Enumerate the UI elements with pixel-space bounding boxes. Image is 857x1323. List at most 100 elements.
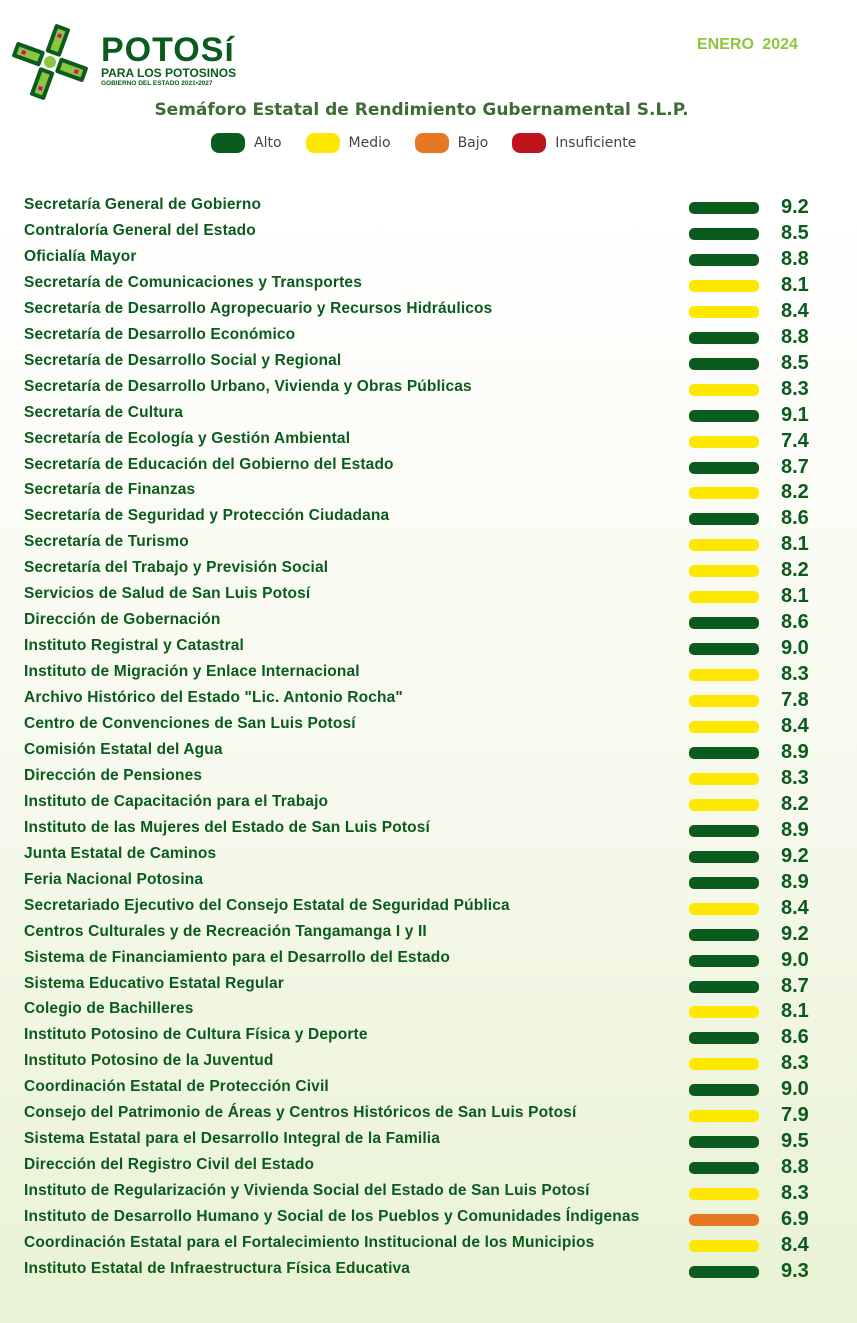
score-value: 8.3 xyxy=(781,1052,809,1075)
score-value: 8.3 xyxy=(781,766,809,789)
status-bar-alto xyxy=(689,643,759,656)
status-bar-medio xyxy=(689,591,759,604)
score-value: 8.6 xyxy=(781,611,809,634)
score-value: 8.3 xyxy=(781,663,809,686)
government-logo-emblem xyxy=(11,24,89,101)
brand-title: POTOSí xyxy=(101,31,235,69)
list-item: Instituto Potosino de Cultura Física y D… xyxy=(0,1026,857,1052)
list-item: Instituto de Migración y Enlace Internac… xyxy=(0,663,857,689)
score-value: 8.4 xyxy=(781,299,809,322)
list-item: Sistema Estatal para el Desarrollo Integ… xyxy=(0,1130,857,1156)
agency-name: Coordinación Estatal para el Fortalecimi… xyxy=(24,1234,595,1251)
status-bar-medio xyxy=(689,1188,759,1201)
list-item: Secretaría de Seguridad y Protección Ciu… xyxy=(0,507,857,533)
list-item: Dirección del Registro Civil del Estado 8… xyxy=(0,1156,857,1182)
list-item: Secretaría General de Gobierno 9.2 xyxy=(0,196,857,222)
agency-name: Instituto de Desarrollo Humano y Social … xyxy=(24,1208,640,1226)
status-bar-alto xyxy=(689,1084,759,1097)
agency-name: Dirección de Gobernación xyxy=(24,611,221,629)
agency-name: Secretaría de Finanzas xyxy=(24,481,196,499)
list-item: Junta Estatal de Caminos 9.2 xyxy=(0,845,857,871)
score-value: 8.7 xyxy=(781,455,809,478)
agency-name: Instituto de Migración y Enlace Internac… xyxy=(24,663,360,681)
status-bar-medio xyxy=(689,1058,759,1071)
status-bar-alto xyxy=(689,850,759,863)
score-value: 8.2 xyxy=(781,481,809,504)
status-bar-medio xyxy=(689,772,759,785)
agency-name: Secretaría del Trabajo y Previsión Socia… xyxy=(24,559,329,577)
score-value: 8.1 xyxy=(781,585,809,608)
score-value: 9.0 xyxy=(781,948,809,971)
score-value: 9.3 xyxy=(781,1259,809,1282)
list-item: Secretaría de Ecología y Gestión Ambient… xyxy=(0,430,857,456)
score-value: 9.0 xyxy=(781,637,809,660)
score-value: 8.8 xyxy=(781,247,809,270)
agency-name: Coordinación Estatal de Protección Civil xyxy=(24,1078,329,1096)
list-item: Dirección de Pensiones 8.3 xyxy=(0,767,857,793)
agency-name: Secretaría de Desarrollo Agropecuario y … xyxy=(24,299,493,317)
agency-name: Secretaría de Desarrollo Urbano, Viviend… xyxy=(24,377,472,395)
agency-name: Instituto Potosino de la Juventud xyxy=(24,1052,274,1070)
agency-name: Oficialía Mayor xyxy=(24,247,137,265)
status-bar-alto xyxy=(689,409,759,422)
status-bar-alto xyxy=(689,1136,759,1149)
list-item: Secretaría de Turismo 8.1 xyxy=(0,533,857,559)
list-item: Centros Culturales y de Recreación Tanga… xyxy=(0,923,857,949)
status-bar-alto xyxy=(689,253,759,266)
report-date: ENERO 2024 xyxy=(697,36,798,53)
legend-label: Alto xyxy=(254,135,282,151)
score-value: 8.4 xyxy=(781,715,809,737)
score-value: 9.5 xyxy=(781,1130,809,1153)
agency-name: Secretaría de Seguridad y Protección Ciu… xyxy=(24,507,390,525)
score-value: 8.8 xyxy=(781,1156,809,1179)
status-bar-alto xyxy=(689,876,759,889)
list-item: Secretaría de Cultura 9.1 xyxy=(0,404,857,430)
status-bar-alto xyxy=(689,954,759,967)
agency-name: Secretaría de Ecología y Gestión Ambient… xyxy=(24,429,351,447)
status-bar-alto xyxy=(689,513,759,526)
brand-tagline: GOBIERNO DEL ESTADO 2021▪2027 xyxy=(101,80,213,87)
legend-item-alto: Alto xyxy=(211,133,282,153)
list-item: Instituto de Regularización y Vivienda S… xyxy=(0,1182,857,1208)
legend-label: Bajo xyxy=(457,135,489,151)
agency-name: Feria Nacional Potosina xyxy=(24,870,204,888)
list-item: Consejo del Patrimonio de Áreas y Centro… xyxy=(0,1104,857,1130)
status-bar-medio xyxy=(689,798,759,811)
list-item: Instituto de Capacitación para el Trabaj… xyxy=(0,793,857,819)
score-value: 8.2 xyxy=(781,792,809,815)
legend: Alto Medio Bajo Insuficiente xyxy=(211,133,660,153)
status-bar-alto xyxy=(689,227,759,240)
score-value: 8.1 xyxy=(781,533,809,556)
status-bar-medio xyxy=(689,669,759,682)
agency-name: Secretaría de Desarrollo Social y Region… xyxy=(24,351,342,369)
list-item: Secretariado Ejecutivo del Consejo Estat… xyxy=(0,897,857,923)
score-value: 8.7 xyxy=(781,974,809,997)
score-value: 9.2 xyxy=(781,844,809,867)
agency-name: Sistema Estatal para el Desarrollo Integ… xyxy=(24,1130,441,1148)
status-bar-medio xyxy=(689,1240,759,1252)
score-value: 8.4 xyxy=(781,896,809,919)
score-value: 8.1 xyxy=(781,273,809,296)
list-item: Coordinación Estatal para el Fortalecimi… xyxy=(0,1234,857,1260)
status-bar-medio xyxy=(689,1110,759,1123)
status-bar-alto xyxy=(689,202,759,214)
legend-item-bajo: Bajo xyxy=(414,133,489,153)
agency-name: Secretaría de Turismo xyxy=(24,533,189,551)
score-value: 8.3 xyxy=(781,377,809,400)
score-value: 8.9 xyxy=(781,740,809,763)
list-item: Sistema Educativo Estatal Regular 8.7 xyxy=(0,975,857,1001)
status-bar-medio xyxy=(689,695,759,708)
list-item: Instituto de las Mujeres del Estado de S… xyxy=(0,819,857,845)
score-value: 7.8 xyxy=(781,689,809,712)
legend-item-medio: Medio xyxy=(305,133,391,153)
score-value: 6.9 xyxy=(781,1208,809,1231)
score-value: 8.3 xyxy=(781,1182,809,1205)
agency-name: Secretaría de Comunicaciones y Transport… xyxy=(24,273,362,291)
legend-swatch xyxy=(211,133,245,153)
agency-name: Sistema de Financiamiento para el Desarr… xyxy=(24,948,451,966)
status-bar-medio xyxy=(689,305,759,318)
score-value: 8.6 xyxy=(781,507,809,530)
score-value: 9.1 xyxy=(781,403,809,426)
list-item: Secretaría de Desarrollo Social y Region… xyxy=(0,352,857,378)
agency-name: Servicios de Salud de San Luis Potosí xyxy=(24,585,311,603)
